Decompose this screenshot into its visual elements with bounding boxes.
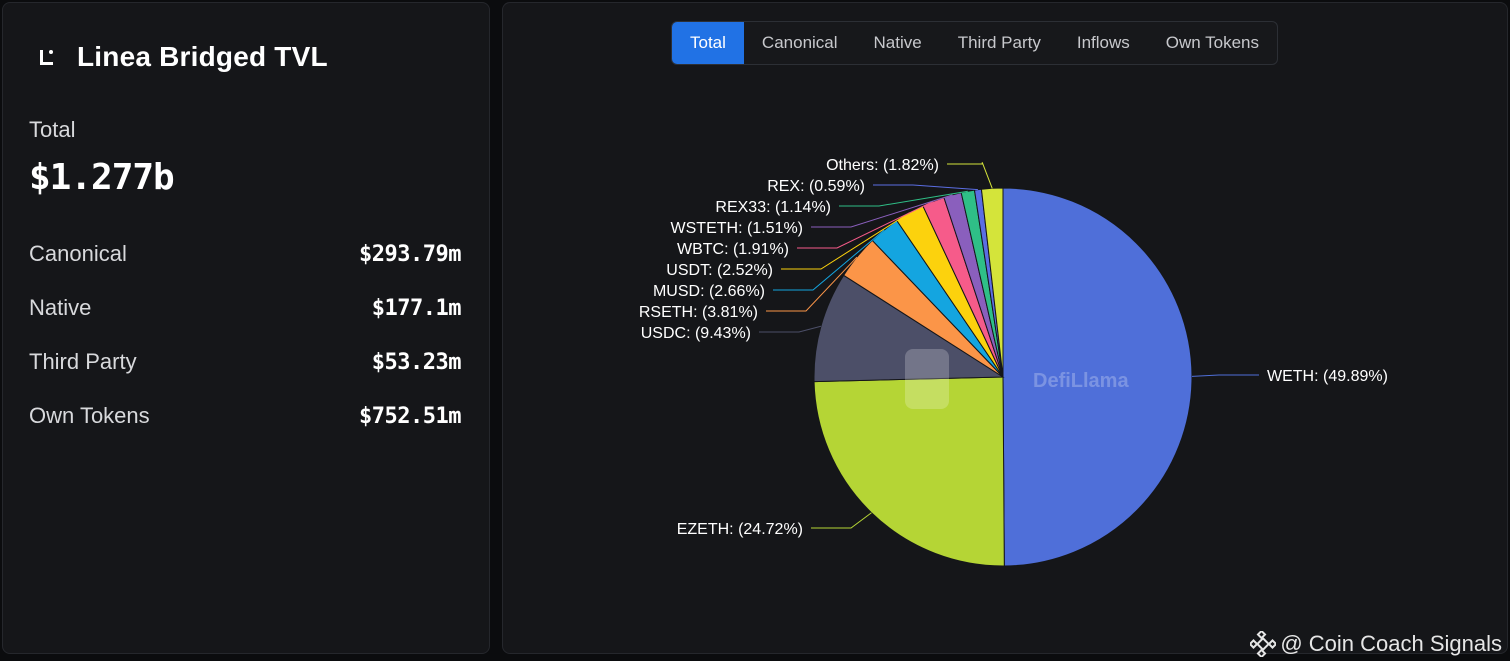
tab-native[interactable]: Native (873, 33, 922, 52)
coin-coach-watermark: @ Coin Coach Signals (1250, 631, 1502, 657)
slice-label-rex33: REX33: (1.14%) (715, 199, 831, 216)
stat-row-canonical: Canonical $293.79m (29, 241, 461, 267)
slice-label-wbtc: WBTC: (1.91%) (677, 241, 789, 258)
slice-label-ezeth: EZETH: (24.72%) (677, 521, 803, 538)
slice-label-wsteth: WSTETH: (1.51%) (671, 220, 803, 237)
summary-panel: Linea Bridged TVL Total $1.277b Canonica… (2, 2, 490, 654)
stat-value: $752.51m (359, 403, 461, 429)
label-line-wbtc (797, 200, 934, 249)
stat-label: Native (29, 295, 92, 320)
stat-label: Own Tokens (29, 403, 150, 428)
tab-inflows[interactable]: Inflows (1076, 33, 1130, 52)
page-title: Linea Bridged TVL (77, 41, 328, 72)
pie-slice-ezeth[interactable] (813, 376, 1005, 567)
label-line-rseth (766, 256, 858, 312)
label-line-weth (1191, 374, 1259, 377)
slice-label-usdt: USDT: (2.52%) (666, 262, 773, 279)
tab-bar: Total Canonical Native Third Party Inflo… (671, 21, 1279, 65)
slice-label-others: Others: (1.82%) (826, 157, 939, 174)
label-line-usdt (781, 212, 910, 270)
pie-chart: DefiLlama WETH: (49.89%) EZETH: (24.72%) US… (639, 157, 1388, 567)
slice-label-rex: REX: (0.59%) (767, 178, 865, 195)
slice-label-weth: WETH: (49.89%) (1267, 368, 1388, 385)
stat-value: $53.23m (371, 349, 462, 375)
stat-value: $177.1m (371, 295, 462, 321)
total-label: Total (29, 117, 76, 142)
stat-label: Third Party (29, 349, 137, 374)
chart-panel: Total Canonical Native Third Party Inflo… (502, 2, 1508, 654)
label-line-usdc (759, 325, 822, 333)
stat-label: Canonical (29, 241, 127, 266)
defillama-watermark: DefiLlama (1033, 370, 1129, 392)
total-value: $1.277b (29, 157, 175, 198)
stat-row-native: Native $177.1m (29, 295, 462, 321)
label-line-others (947, 162, 993, 189)
stat-row-own-tokens: Own Tokens $752.51m (29, 403, 461, 429)
tab-total[interactable]: Total (672, 22, 744, 64)
slice-label-musd: MUSD: (2.66%) (653, 283, 765, 300)
slice-label-rseth: RSETH: (3.81%) (639, 304, 758, 321)
slice-label-usdc: USDC: (9.43%) (641, 325, 751, 342)
binance-icon (1250, 631, 1277, 657)
stat-value: $293.79m (359, 241, 461, 267)
label-line-rex33 (839, 190, 968, 207)
tab-third-party[interactable]: Third Party (957, 33, 1041, 52)
label-line-ezeth (811, 512, 872, 529)
stat-row-third-party: Third Party $53.23m (29, 349, 462, 375)
pie-slice-usdc[interactable] (813, 274, 1005, 383)
defillama-logo-icon (905, 349, 949, 409)
tab-own-tokens[interactable]: Own Tokens (1165, 33, 1260, 52)
linea-logo-icon (29, 39, 65, 75)
tab-canonical[interactable]: Canonical (761, 33, 838, 52)
watermark-text: @ Coin Coach Signals (1280, 631, 1502, 656)
label-line-musd (773, 229, 885, 291)
title-row: Linea Bridged TVL (29, 39, 328, 75)
pie-slice-weth[interactable] (1002, 187, 1193, 567)
label-line-wsteth (811, 194, 953, 228)
label-line-rex (873, 184, 978, 191)
